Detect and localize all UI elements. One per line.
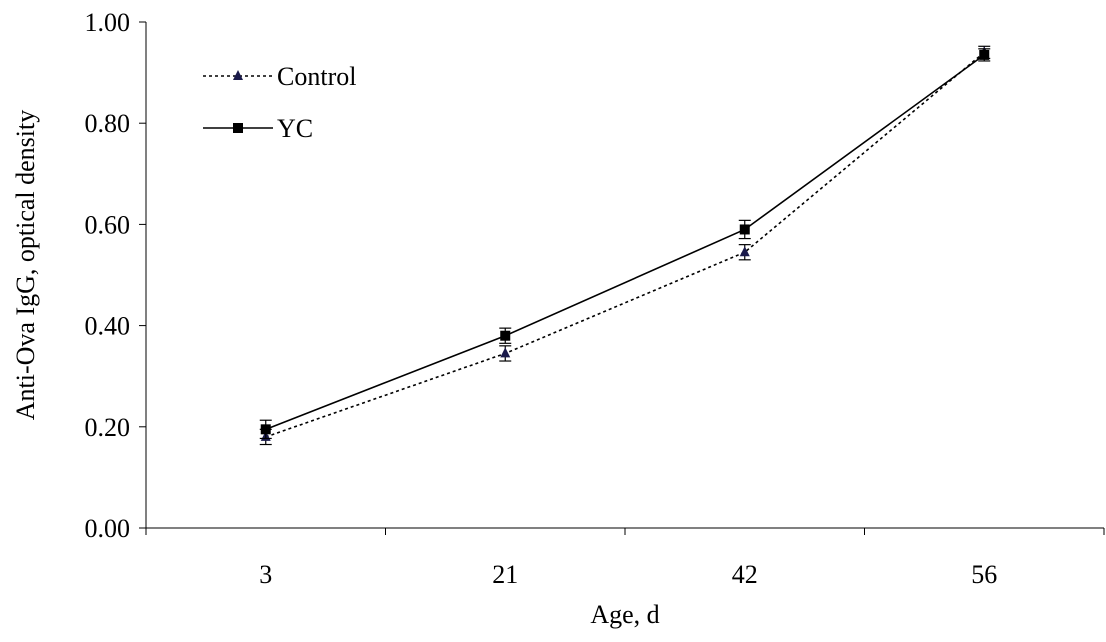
legend-marker-triangle <box>233 70 243 80</box>
x-tick-label: 21 <box>492 560 518 589</box>
series-line <box>265 51 985 438</box>
legend-label: Control <box>277 62 356 91</box>
x-tick-label: 3 <box>259 560 272 589</box>
data-point-triangle <box>739 246 750 257</box>
y-tick-label: 0.80 <box>85 109 131 138</box>
legend: Control YC <box>203 62 356 143</box>
x-tick-label: 42 <box>732 560 758 589</box>
y-tick-label: 0.40 <box>85 312 131 341</box>
data-point-square <box>979 49 990 60</box>
x-tick-label: 56 <box>971 560 997 589</box>
series-line <box>265 54 985 431</box>
legend-item-control: Control <box>203 62 356 91</box>
x-axis-title: Age, d <box>590 600 659 629</box>
y-axis-title: Anti-Ova IgG, optical density <box>11 110 40 421</box>
data-point-square <box>260 424 271 435</box>
data-point-square <box>739 224 750 235</box>
y-tick-label: 0.60 <box>85 210 131 239</box>
series-yc <box>259 48 991 440</box>
y-tick-label: 0.00 <box>85 514 131 543</box>
series-control <box>259 45 991 446</box>
axes: 0.00 0.20 0.40 0.60 0.80 1.00 3 21 42 56 <box>85 8 1105 589</box>
legend-label: YC <box>277 114 313 143</box>
data-point-square <box>500 330 511 341</box>
y-tick-label: 0.20 <box>85 413 131 442</box>
legend-item-yc: YC <box>203 114 313 143</box>
legend-marker-square <box>233 123 243 133</box>
series-layer <box>259 45 991 446</box>
y-tick-label: 1.00 <box>85 8 131 37</box>
data-point-triangle <box>500 347 511 358</box>
